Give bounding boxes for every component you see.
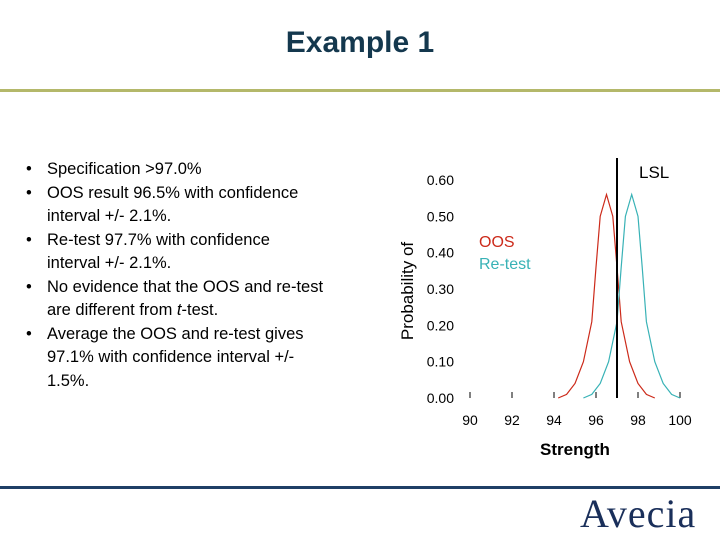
- bullet-item: • Average the OOS and re-test gives 97.1%…: [22, 323, 327, 394]
- bottom-divider: [0, 486, 720, 489]
- top-divider: [0, 89, 720, 92]
- legend-series-label: Re-test: [479, 256, 531, 273]
- series-line: [557, 192, 656, 399]
- y-tick-label: 0.20: [427, 317, 454, 333]
- y-tick-label: 0.30: [427, 281, 454, 297]
- y-tick-label: 0.60: [427, 172, 454, 188]
- bullet-text: Re-test 97.7% with confidence interval +…: [47, 230, 270, 273]
- x-tick-label: 96: [588, 412, 604, 428]
- x-axis-label: Strength: [540, 440, 610, 459]
- bullet-text-group: No evidence that the OOS and re-test are…: [47, 278, 323, 320]
- bullet-dot-icon: •: [26, 277, 32, 296]
- legend-series-label: OOS: [479, 234, 515, 251]
- x-tick-label: 98: [630, 412, 646, 428]
- bullet-text: OOS result 96.5% with confidence interva…: [47, 183, 299, 226]
- bullet-text: Average the OOS and re-test gives 97.1% …: [47, 324, 304, 390]
- bullet-text-tail: -test.: [181, 301, 219, 319]
- series-line: [583, 192, 681, 399]
- bullet-dot-icon: •: [26, 230, 32, 249]
- y-tick-label: 0.10: [427, 354, 454, 370]
- probability-chart: 0.00 0.10 0.20 0.30 0.40 0.50 0.60 90 92 94 96 98 10…: [398, 158, 692, 459]
- slide-title: Example 1: [285, 26, 435, 59]
- y-axis-label: Probability of: [398, 242, 417, 341]
- x-tick-label: 100: [668, 412, 692, 428]
- bullet-list: • Specification >97.0% • OOS result 96.5% …: [22, 158, 327, 393]
- x-tick-label: 92: [504, 412, 520, 428]
- bullet-item: • OOS result 96.5% with confidence interv…: [22, 182, 327, 229]
- bullet-text: Specification >97.0%: [47, 160, 202, 178]
- bullet-text: No evidence that the OOS and re-test are…: [47, 277, 324, 320]
- y-tick-label: 0.00: [427, 390, 454, 406]
- bullet-item: • Re-test 97.7% with confidence interval …: [22, 229, 327, 276]
- bullet-item: • No evidence that the OOS and re-test ar…: [22, 276, 327, 323]
- y-tick-label: 0.40: [427, 245, 454, 261]
- y-tick-label: 0.50: [427, 208, 454, 224]
- bullet-dot-icon: •: [26, 324, 32, 343]
- bullet-italic-text: t: [176, 301, 182, 319]
- lsl-label: LSL: [639, 163, 669, 182]
- bullet-dot-icon: •: [26, 160, 32, 178]
- bullet-item: • Specification >97.0%: [22, 158, 327, 182]
- x-tick-label: 90: [462, 412, 478, 428]
- bullet-dot-icon: •: [26, 183, 32, 202]
- x-tick-label: 94: [546, 412, 562, 428]
- company-logo: Avecia: [580, 491, 697, 536]
